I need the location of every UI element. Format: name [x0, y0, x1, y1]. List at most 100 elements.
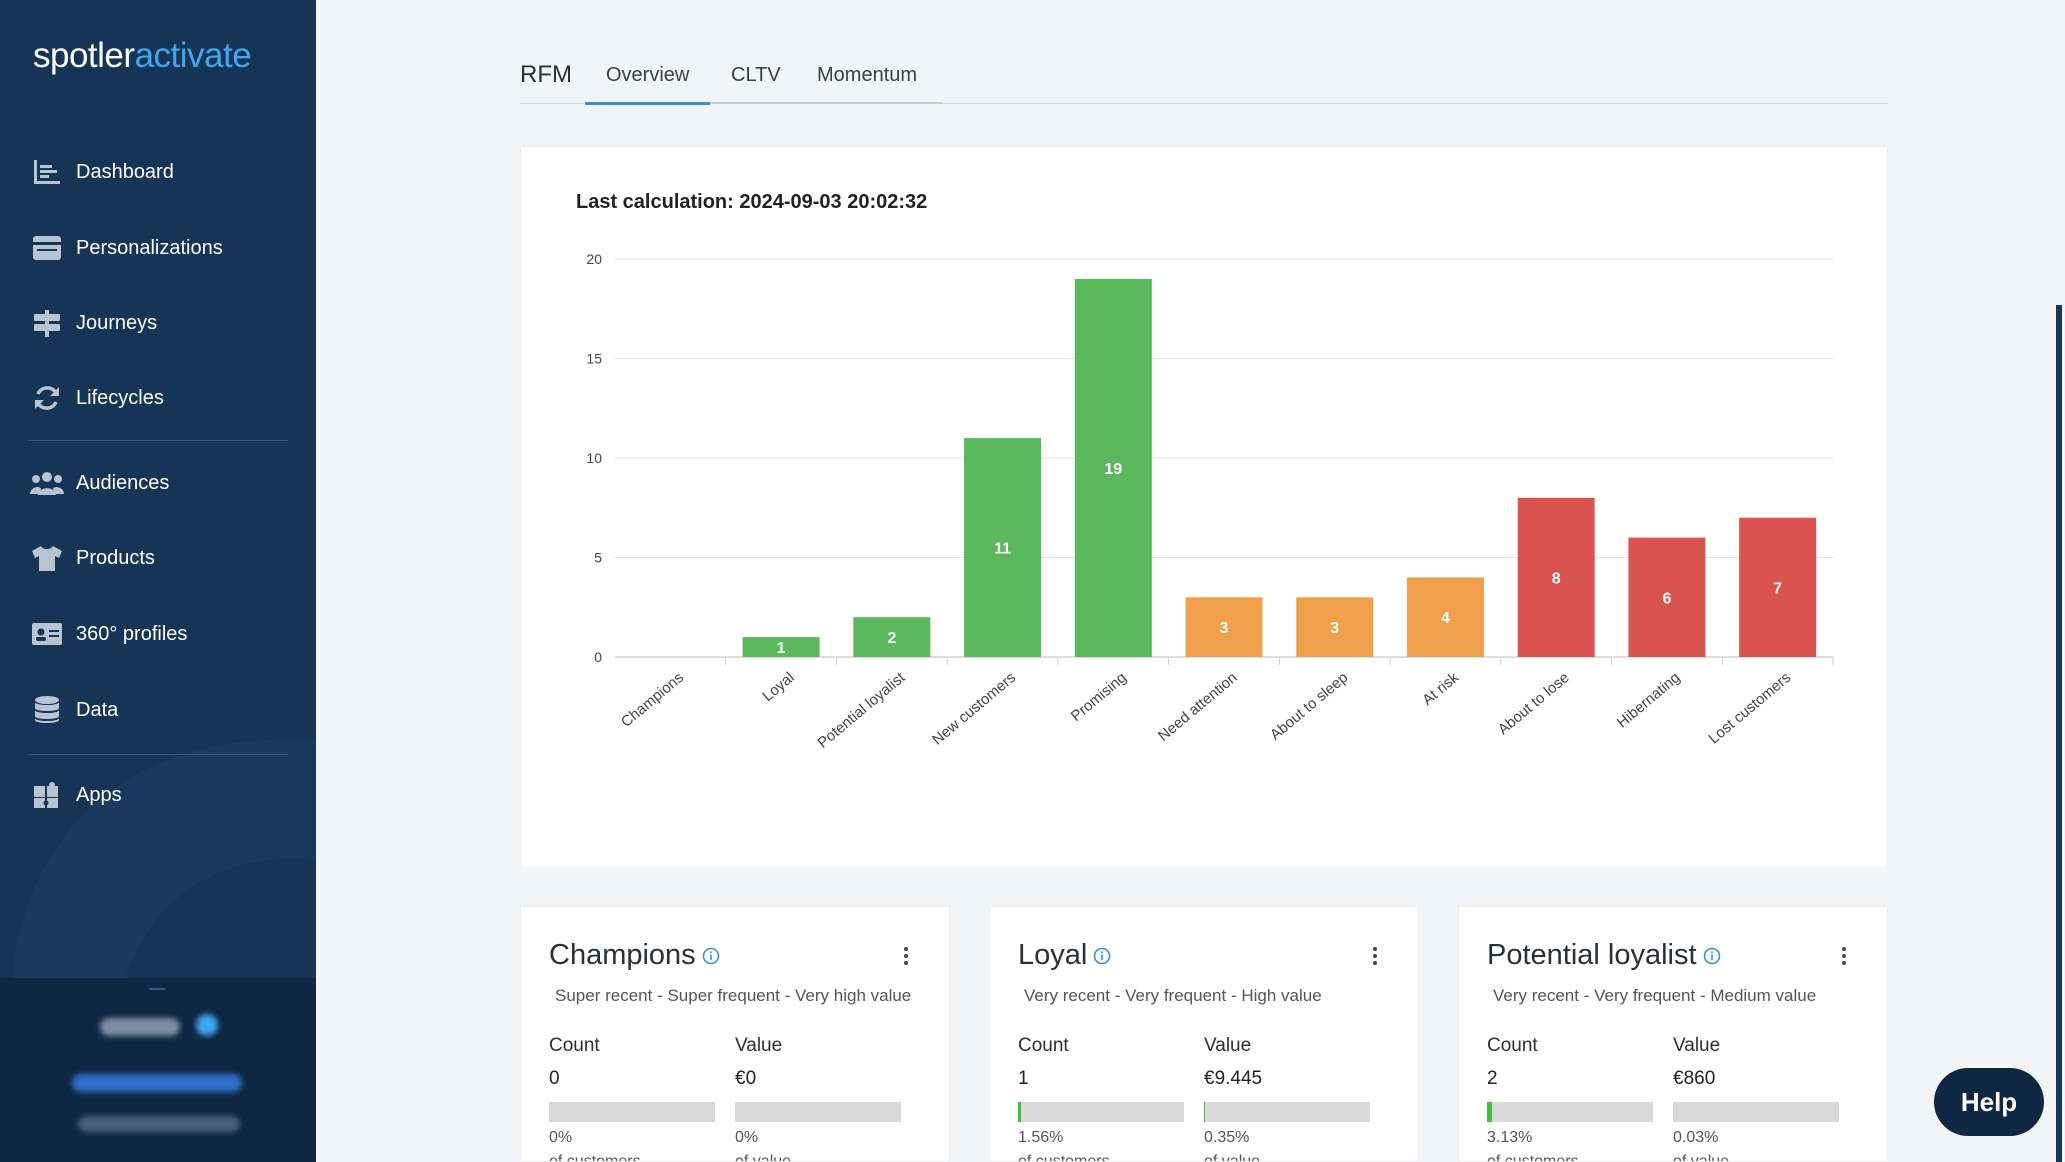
count-progress-bar: [1487, 1102, 1653, 1122]
segment-name: Loyal: [1018, 939, 1088, 971]
sidebar-item-label: Lifecycles: [76, 386, 164, 409]
chevron-up-icon[interactable]: [148, 988, 166, 998]
edit-icon[interactable]: [196, 1014, 218, 1036]
data-label: 11: [994, 541, 1011, 558]
value-percentage: 0.03%: [1673, 1129, 1719, 1146]
brand-logo[interactable]: spotleractivate: [33, 36, 252, 76]
rfm-chart-card: Last calculation: 2024-09-03 20:02:32 0 5…: [520, 146, 1888, 868]
value-amount: €860: [1673, 1068, 1716, 1089]
segment-title: Potential loyalist: [1487, 939, 1721, 972]
page-title: RFM: [520, 61, 572, 88]
sidebar-item-personalizations[interactable]: Personalizations: [30, 226, 290, 270]
x-tick-label: Promising: [1068, 669, 1130, 725]
sidebar-item-apps[interactable]: Apps: [30, 773, 290, 817]
sidebar-divider: [28, 440, 288, 441]
count-label: Count: [549, 1035, 600, 1056]
database-icon: [30, 693, 64, 727]
count-label: Count: [1018, 1035, 1069, 1056]
count-progress-bar: [549, 1102, 715, 1122]
data-label: 8: [1552, 570, 1561, 587]
segment-name: Champions: [549, 939, 696, 971]
tab-cltv[interactable]: CLTV: [731, 64, 781, 86]
help-button[interactable]: Help: [1934, 1068, 2044, 1136]
sidebar-item-lifecycles[interactable]: Lifecycles: [30, 376, 290, 420]
segment-description: Very recent - Very frequent - Medium val…: [1493, 986, 1817, 1005]
sidebar-item-label: Audiences: [76, 471, 170, 494]
tab-momentum[interactable]: Momentum: [817, 64, 918, 86]
count-caption: of customers: [549, 1153, 641, 1162]
x-tick-label: New customers: [929, 669, 1019, 748]
value-caption: of value: [1673, 1153, 1730, 1162]
value-label: Value: [1204, 1035, 1252, 1056]
shirt-icon: [30, 541, 64, 575]
switch-merchant-button[interactable]: [72, 1074, 242, 1092]
sidebar-item-data[interactable]: Data: [30, 688, 290, 732]
rfm-bar-chart: 0 5 10 15 20 Champions 1 Loyal 2 Potential loyali…: [586, 251, 1834, 752]
x-tick-label: About to sleep: [1267, 669, 1351, 744]
sidebar-item-products[interactable]: Products: [30, 536, 290, 580]
tab-track: [710, 102, 942, 104]
bar: [964, 438, 1042, 657]
bar: [1628, 537, 1706, 657]
tab-overview[interactable]: Overview: [606, 64, 690, 86]
x-tick-label: Loyal: [759, 669, 797, 705]
id-card-icon: [30, 617, 64, 651]
sidebar-item-label: Apps: [76, 783, 122, 806]
segment-description: Super recent - Super frequent - Very hig…: [555, 986, 912, 1005]
more-options-icon[interactable]: [1372, 945, 1378, 967]
bar: [1296, 597, 1374, 657]
data-label: 2: [887, 630, 896, 647]
more-options-icon[interactable]: [1841, 945, 1847, 967]
more-options-icon[interactable]: [903, 945, 909, 967]
count-caption: of customers: [1487, 1153, 1579, 1162]
count-percentage: 1.56%: [1018, 1129, 1064, 1146]
segment-title: Loyal: [1018, 939, 1111, 972]
info-icon[interactable]: [702, 947, 720, 965]
brand-logo-part2: activate: [134, 36, 252, 75]
x-tick-label: Hibernating: [1614, 669, 1684, 731]
x-tick-label: Need attention: [1155, 669, 1241, 745]
sidebar-item-label: 360° profiles: [76, 622, 188, 645]
count-progress-fill: [1018, 1102, 1021, 1122]
signpost-icon: [30, 306, 64, 340]
bar: [853, 617, 931, 657]
value-progress-bar: [1204, 1102, 1370, 1122]
value-progress-bar: [1673, 1102, 1839, 1122]
info-icon[interactable]: [1093, 947, 1111, 965]
y-tick-label: 5: [594, 550, 602, 566]
data-label: 7: [1773, 580, 1782, 597]
info-icon[interactable]: [1703, 947, 1721, 965]
sidebar-item-label: Products: [76, 546, 155, 569]
chart-title: Last calculation: 2024-09-03 20:02:32: [576, 191, 928, 213]
sidebar-item-dashboard[interactable]: Dashboard: [30, 150, 290, 194]
bar: [1406, 577, 1484, 657]
count-label: Count: [1487, 1035, 1538, 1056]
data-label: 1: [777, 640, 786, 657]
scrollbar[interactable]: [2056, 305, 2062, 1162]
segment-card: Champions Super recent - Super frequent …: [520, 906, 950, 1162]
bar: [1185, 597, 1263, 657]
count-percentage: 3.13%: [1487, 1129, 1533, 1146]
value-percentage: 0%: [735, 1129, 759, 1146]
value-label: Value: [735, 1035, 783, 1056]
active-tab-indicator: [585, 102, 710, 105]
y-tick-label: 10: [586, 450, 602, 466]
sidebar-item-label: Personalizations: [76, 236, 223, 259]
sidebar-item-journeys[interactable]: Journeys: [30, 301, 290, 345]
x-tick-label: Potential loyalist: [814, 669, 909, 752]
user-account-panel[interactable]: [0, 978, 316, 1162]
value-amount: €0: [735, 1068, 757, 1089]
y-tick-label: 15: [586, 351, 602, 367]
count-value: 0: [549, 1068, 560, 1089]
sidebar-item-audiences[interactable]: Audiences: [30, 461, 290, 505]
merchant-name-redacted: [78, 1116, 240, 1132]
count-progress-fill: [1487, 1102, 1492, 1122]
brand-logo-part1: spotler: [33, 36, 135, 75]
x-tick-label: Lost customers: [1705, 669, 1794, 747]
value-label: Value: [1673, 1035, 1721, 1056]
puzzle-icon: [30, 778, 64, 812]
personalization-icon: [30, 231, 64, 265]
bar: [1517, 497, 1595, 657]
value-progress-fill: [1204, 1102, 1205, 1122]
sidebar-item-360-profiles[interactable]: 360° profiles: [30, 612, 290, 656]
